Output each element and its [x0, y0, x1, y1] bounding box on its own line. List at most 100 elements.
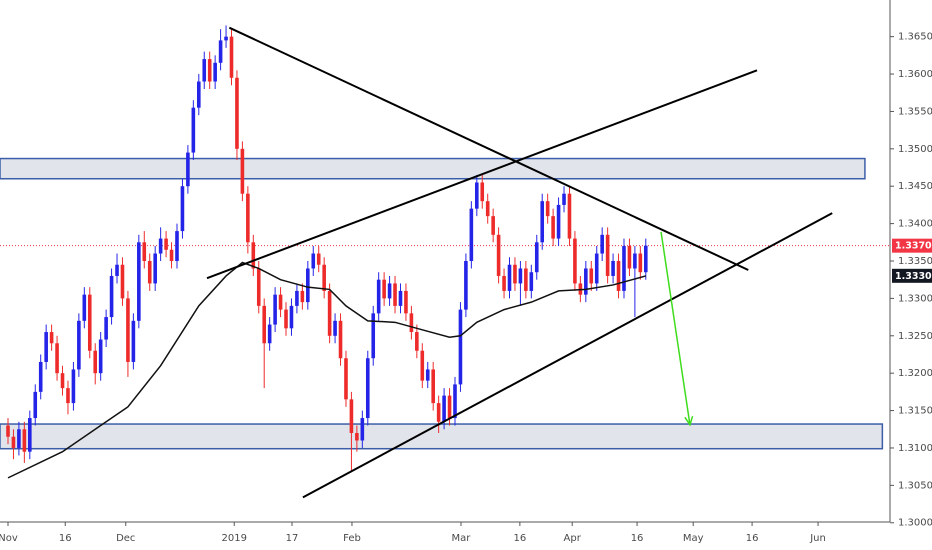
- candle-body: [109, 275, 114, 318]
- candle-body: [480, 182, 485, 202]
- candle-body: [529, 272, 534, 291]
- candle-body: [131, 320, 136, 362]
- moving-average: [7, 261, 646, 479]
- y-tick-label: 1.34000: [898, 219, 932, 230]
- candle-body: [376, 279, 381, 314]
- candle-body: [360, 418, 365, 441]
- candle-body: [175, 231, 179, 261]
- x-tick-label: 16: [746, 533, 759, 544]
- candle-body: [605, 234, 610, 276]
- candle-body: [213, 62, 217, 82]
- x-tick-label: 16: [631, 533, 644, 544]
- candle-body: [22, 429, 27, 452]
- candle-body: [584, 268, 588, 295]
- candle-body: [393, 283, 397, 306]
- candle-body: [540, 201, 545, 243]
- candle-body: [371, 313, 376, 359]
- candle-body: [316, 253, 321, 265]
- candle-body: [246, 193, 250, 243]
- arrow: [660, 231, 691, 425]
- candle-body: [180, 186, 185, 232]
- candle-body: [147, 261, 152, 284]
- y-tick-label: 1.33500: [898, 256, 932, 267]
- candle-body: [638, 253, 643, 273]
- candle-body: [507, 264, 512, 291]
- candle-body: [436, 403, 441, 422]
- candle-body: [196, 81, 201, 108]
- candle-body: [202, 59, 207, 82]
- candle-body: [643, 245, 648, 273]
- candle-body: [38, 361, 43, 392]
- y-tick-label: 1.31000: [898, 443, 932, 454]
- candle-body: [502, 275, 506, 291]
- candle-body: [153, 253, 157, 284]
- candle-body: [169, 249, 174, 261]
- candle-body: [589, 268, 594, 284]
- candle-body: [224, 36, 228, 41]
- candle-body: [284, 309, 288, 329]
- candle-body: [66, 388, 70, 404]
- y-tick-label: 1.36500: [898, 32, 932, 43]
- candle-body: [442, 395, 446, 422]
- candle-body: [562, 193, 566, 205]
- x-tick-label: Nov: [0, 533, 18, 544]
- candle-body: [158, 238, 163, 254]
- candle-body: [17, 429, 21, 448]
- arrow-head: [684, 415, 694, 427]
- candle-body: [545, 201, 550, 217]
- candle-body: [311, 253, 316, 269]
- candle-body: [491, 216, 495, 235]
- candle-body: [453, 384, 457, 419]
- candle-body: [289, 305, 294, 329]
- candle-body: [186, 152, 190, 187]
- candle-body: [71, 369, 76, 404]
- candle-body: [251, 242, 256, 269]
- candle-body: [475, 182, 479, 209]
- candle-body: [93, 350, 98, 374]
- candle-body: [33, 391, 38, 419]
- candle-body: [458, 309, 463, 385]
- candle-body: [485, 201, 490, 217]
- ma-price-label: 1.33302: [895, 271, 932, 282]
- candle-body: [240, 148, 245, 194]
- axes: 1.30000 1.30500 1.31000 1.31500 1.32000 1.325…: [0, 32, 932, 544]
- candle-body: [431, 369, 435, 404]
- candle-body: [28, 418, 32, 452]
- candle-body: [633, 253, 637, 269]
- candle-body: [600, 234, 604, 254]
- candle-body: [273, 294, 277, 325]
- y-tick-label: 1.32000: [898, 368, 932, 379]
- candle-body: [11, 436, 16, 448]
- candle-body: [415, 332, 419, 351]
- candle-body: [115, 264, 119, 276]
- candle-body: [365, 358, 370, 419]
- candle-body: [622, 246, 626, 291]
- candle-body: [104, 317, 108, 340]
- candle-body: [60, 373, 65, 389]
- candle-body: [567, 193, 572, 239]
- candle-body: [469, 208, 474, 261]
- y-tick-label: 1.35500: [898, 106, 932, 117]
- candle-body: [556, 204, 561, 239]
- candle-body: [44, 332, 48, 362]
- y-tick-label: 1.30500: [898, 480, 932, 491]
- zone: [0, 423, 884, 450]
- candle-body: [594, 253, 599, 284]
- candle-body: [55, 343, 59, 374]
- x-tick-label: 16: [513, 533, 526, 544]
- x-tick-label: Dec: [116, 533, 135, 544]
- candle-body: [278, 294, 283, 310]
- x-tick-label: 16: [59, 533, 72, 544]
- candle-body: [344, 358, 348, 400]
- candle-body: [420, 350, 425, 381]
- y-tick-label: 1.32500: [898, 331, 932, 342]
- candle-body: [164, 238, 168, 250]
- candle-body: [387, 283, 392, 299]
- candle-body: [496, 234, 501, 276]
- y-tick-label: 1.31500: [898, 406, 932, 417]
- candle-body: [218, 40, 223, 63]
- candle-body: [229, 36, 234, 78]
- candle-body: [409, 313, 414, 333]
- candle-body: [142, 242, 147, 261]
